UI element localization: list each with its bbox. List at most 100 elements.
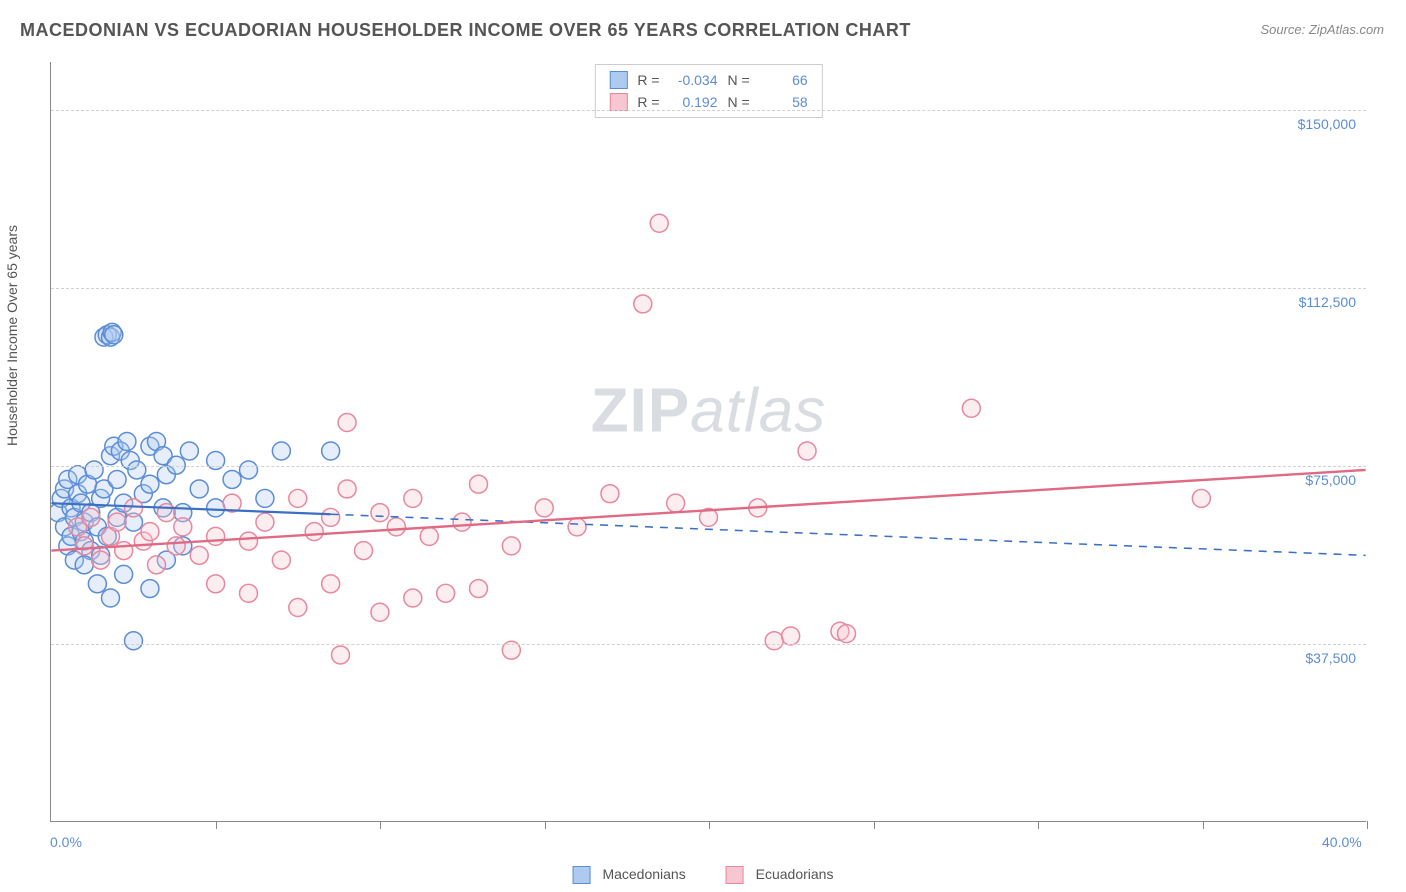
scatter-point [322,575,340,593]
x-tick [709,821,710,829]
legend-swatch-2 [726,866,744,884]
scatter-point [502,537,520,555]
scatter-point [240,532,258,550]
scatter-point [141,475,159,493]
scatter-point [125,499,143,517]
scatter-point [256,489,274,507]
scatter-point [420,527,438,545]
scatter-point [82,508,100,526]
scatter-point [174,518,192,536]
scatter-point [95,480,113,498]
scatter-point [207,527,225,545]
scatter-point [207,499,225,517]
scatter-point [667,494,685,512]
correlation-swatch-2 [609,93,627,111]
scatter-point [470,475,488,493]
watermark-bold: ZIP [591,377,690,446]
scatter-point [174,537,192,555]
scatter-point [65,508,83,526]
scatter-point [59,470,77,488]
scatter-point [59,537,77,555]
scatter-point [108,513,126,531]
scatter-point [437,584,455,602]
correlation-row-1: R = -0.034 N = 66 [609,69,807,91]
gridline-h [51,110,1366,111]
scatter-point [322,442,340,460]
scatter-point [240,584,258,602]
scatter-point [174,504,192,522]
x-tick [380,821,381,829]
chart-title: MACEDONIAN VS ECUADORIAN HOUSEHOLDER INC… [20,20,911,41]
y-tick-label: $37,500 [1305,650,1356,666]
scatter-point [404,589,422,607]
scatter-point [535,499,553,517]
scatter-point [108,508,126,526]
scatter-point [470,580,488,598]
scatter-point [62,527,80,545]
scatter-point [148,556,166,574]
scatter-point [115,494,133,512]
legend-label-2: Ecuadorians [756,866,834,882]
watermark-rest: atlas [690,377,826,446]
scatter-point [180,442,198,460]
scatter-point [56,518,74,536]
scatter-point [72,494,90,512]
gridline-h [51,644,1366,645]
scatter-point [332,646,350,664]
scatter-point [240,461,258,479]
scatter-point [51,504,67,522]
scatter-point [75,532,93,550]
source-attribution: Source: ZipAtlas.com [1260,22,1384,37]
trend-line-solid [51,470,1365,551]
scatter-point [69,518,87,536]
scatter-point [88,518,106,536]
correlation-r-value-1: -0.034 [670,69,718,91]
scatter-point [79,475,97,493]
scatter-point [289,489,307,507]
scatter-point [105,437,123,455]
x-tick [1367,821,1368,829]
scatter-point [98,326,116,344]
scatter-point [134,485,152,503]
scatter-point [782,627,800,645]
scatter-point [338,414,356,432]
correlation-swatch-1 [609,71,627,89]
y-tick-label: $75,000 [1305,472,1356,488]
scatter-point [102,328,120,346]
scatter-point [207,451,225,469]
scatter-point [69,466,87,484]
scatter-point [568,518,586,536]
scatter-point [56,480,74,498]
x-tick [545,821,546,829]
scatter-point [62,499,80,517]
scatter-point [157,504,175,522]
scatter-point [108,470,126,488]
scatter-point [125,513,143,531]
scatter-point [157,466,175,484]
scatter-point [1192,489,1210,507]
scatter-point [962,399,980,417]
scatter-point [118,433,136,451]
scatter-point [634,295,652,313]
x-tick [1203,821,1204,829]
scatter-point [831,622,849,640]
scatter-point [650,214,668,232]
scatter-point [749,499,767,517]
scatter-point [148,433,166,451]
scatter-point [256,513,274,531]
scatter-point [111,442,129,460]
scatter-point [92,551,110,569]
scatter-point [75,537,93,555]
x-tick [216,821,217,829]
scatter-point [154,499,172,517]
gridline-h [51,288,1366,289]
plot-area: ZIPatlas R = -0.034 N = 66 R = 0.192 N =… [50,62,1366,822]
scatter-point [305,523,323,541]
scatter-point [85,461,103,479]
scatter-point [223,494,241,512]
scatter-point [75,513,93,531]
x-tick [1038,821,1039,829]
correlation-r-label: R = [637,69,659,91]
trend-line-solid [51,503,330,514]
scatter-point [88,575,106,593]
